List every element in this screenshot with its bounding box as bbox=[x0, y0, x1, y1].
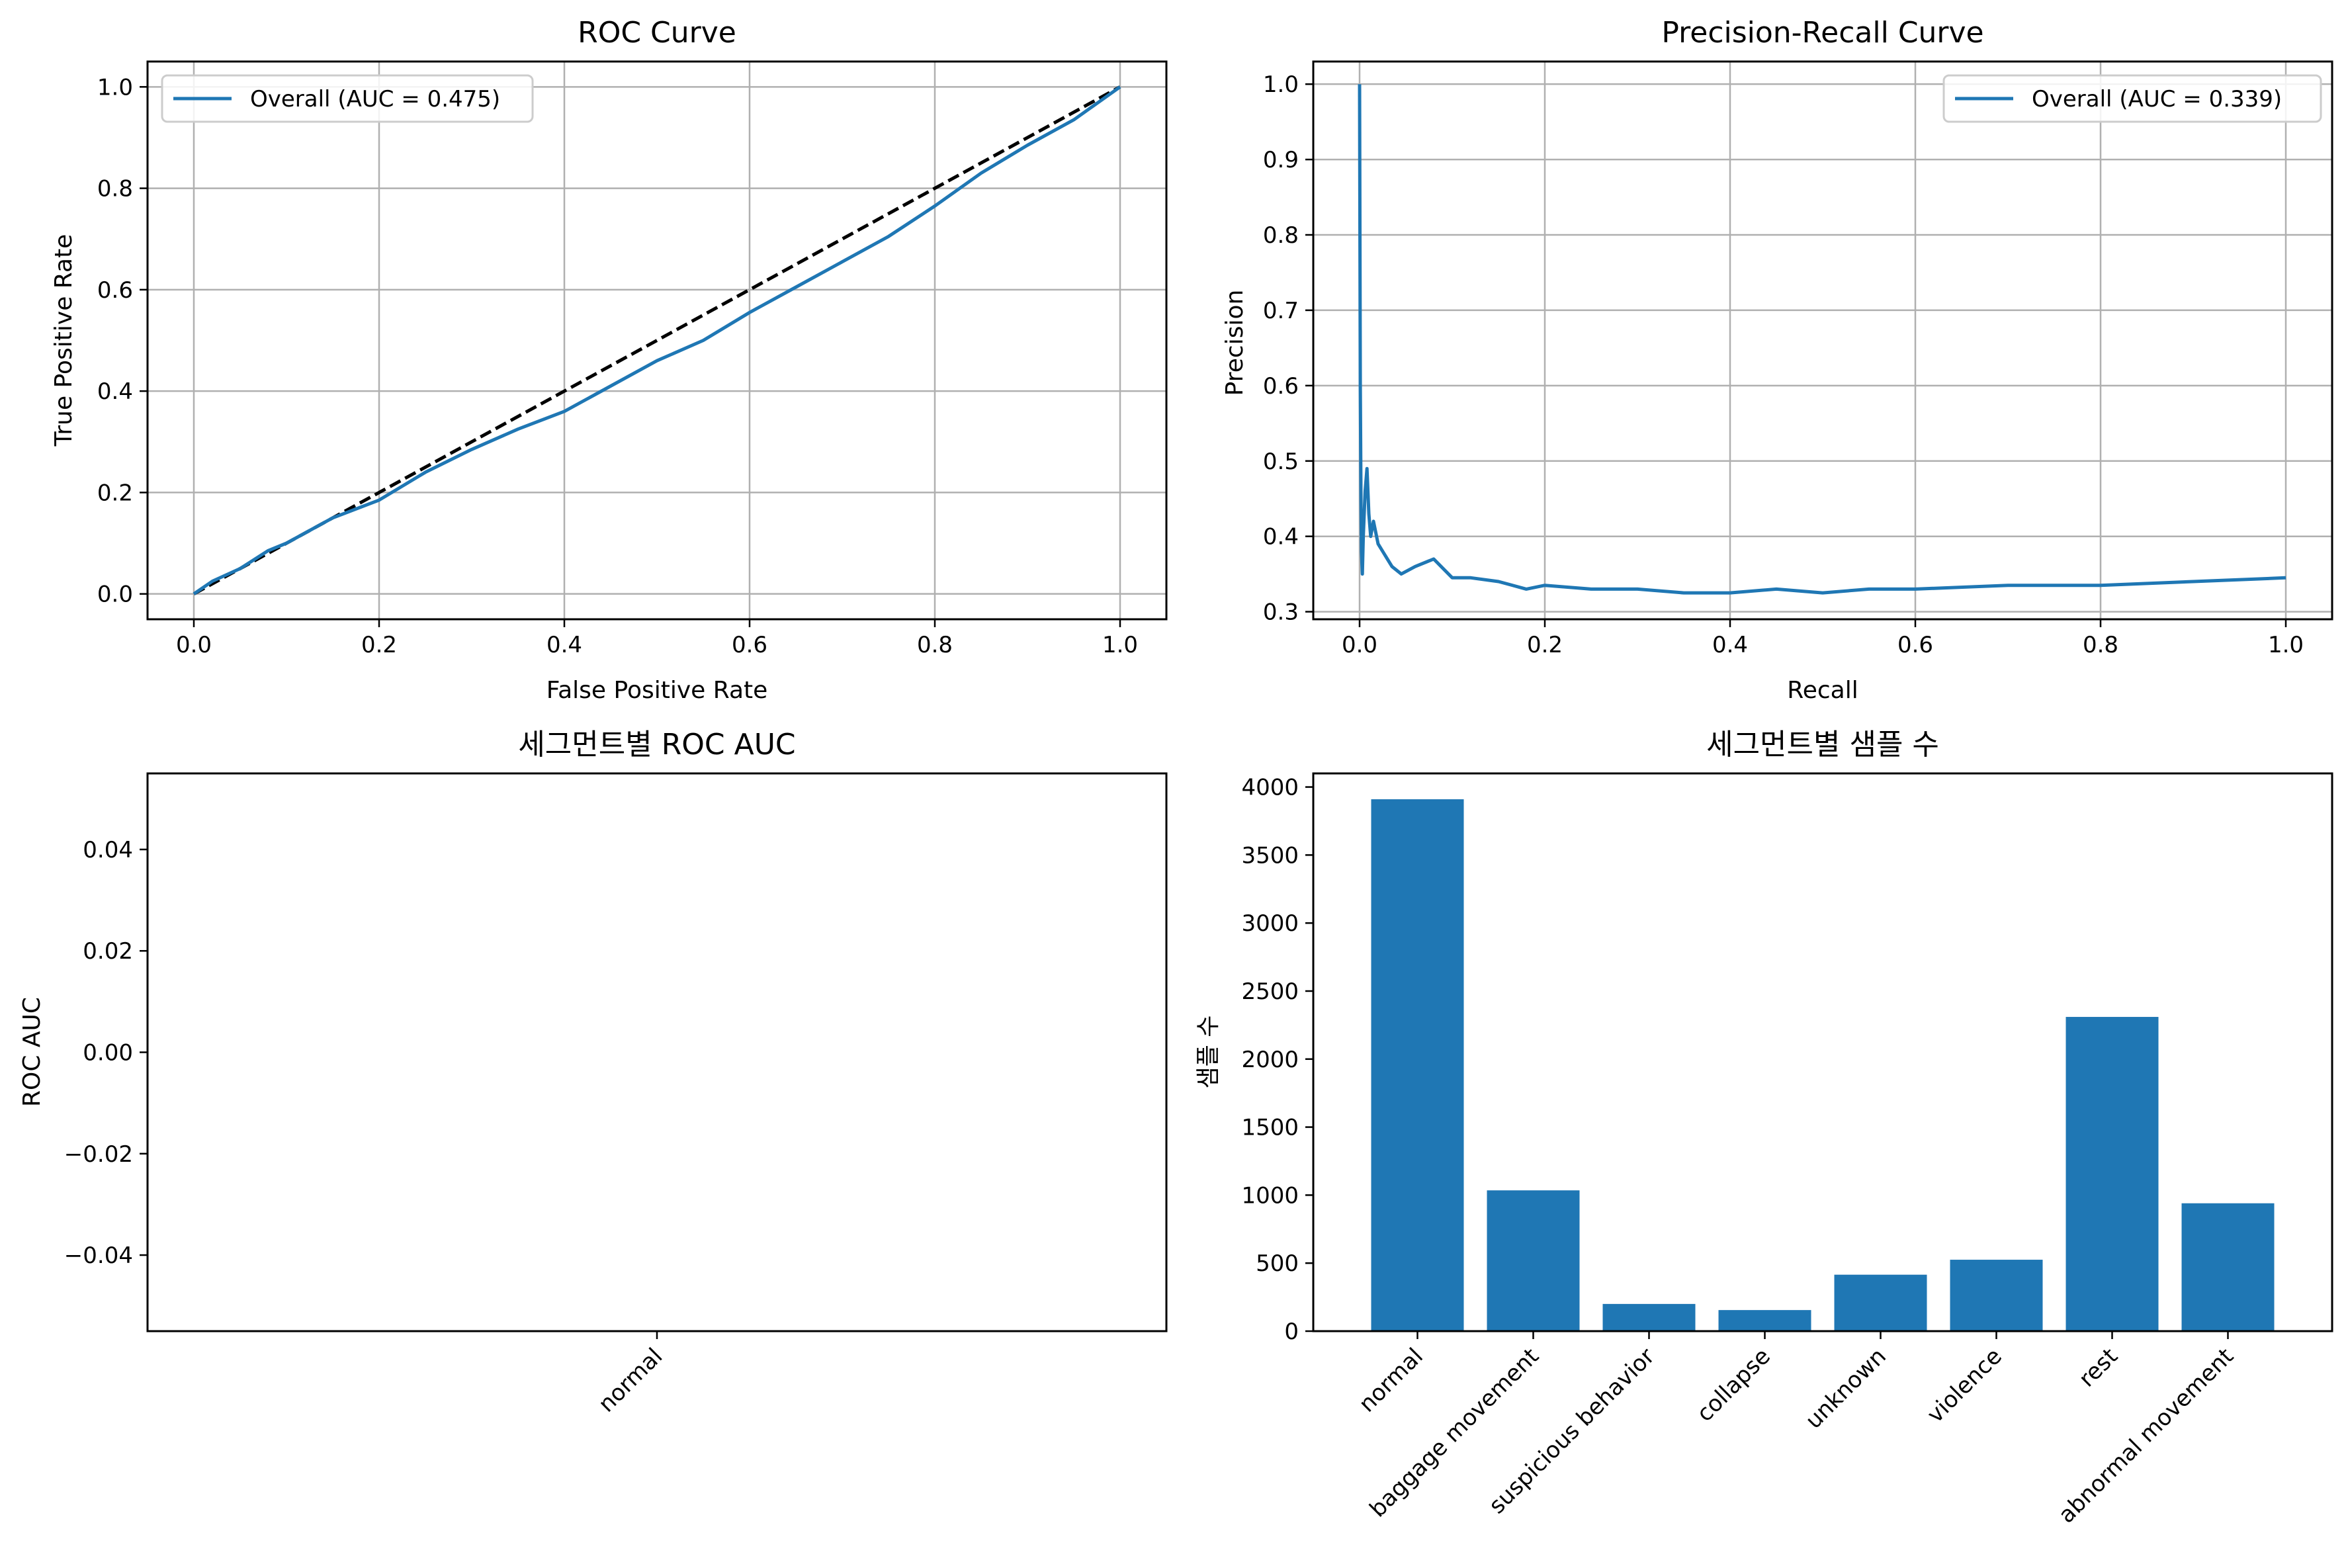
pr-y-tick-label: 0.5 bbox=[1263, 449, 1299, 475]
segment-count-y-tick-label: 0 bbox=[1284, 1319, 1299, 1345]
pr-y-tick-label: 1.0 bbox=[1263, 71, 1299, 98]
segment-count-bar bbox=[1371, 799, 1464, 1331]
pr-title: Precision-Recall Curve bbox=[1661, 16, 1983, 50]
segment-count-bar bbox=[1602, 1303, 1696, 1331]
segment-auc-x-tick-label: normal bbox=[593, 1343, 668, 1418]
segment-auc-plot-frame bbox=[146, 772, 1168, 1332]
roc-x-ticks: 0.0 0.2 0.4 0.6 0.8 1.0 bbox=[176, 619, 1138, 658]
pr-y-axis-label: Precision bbox=[1221, 290, 1248, 396]
roc-x-tick-label: 0.6 bbox=[732, 632, 767, 658]
roc-title: ROC Curve bbox=[578, 16, 736, 50]
roc-panel: ROC Curve 0.0 0.2 0.4 0.6 0.8 1.0 0.00.20.40.… bbox=[50, 16, 1168, 704]
pr-y-tick-label: 0.6 bbox=[1263, 373, 1299, 400]
pr-curve-line bbox=[1358, 84, 2286, 595]
segment-count-y-tick-label: 1500 bbox=[1241, 1115, 1299, 1141]
pr-x-tick-label: 0.8 bbox=[2083, 632, 2118, 658]
roc-y-tick-label: 0.8 bbox=[97, 176, 133, 202]
roc-legend-label: Overall (AUC = 0.475) bbox=[250, 86, 500, 112]
pr-legend-box bbox=[1942, 74, 2322, 123]
segment-count-y-ticks: 0 500 1000 1500 2000 2500 3000 3500 4000 bbox=[1241, 775, 1313, 1345]
segment-count-y-tick-label: 4000 bbox=[1241, 775, 1299, 801]
segment-auc-title: 세그먼트별 ROC AUC bbox=[518, 728, 795, 762]
pr-x-tick-label: 0.0 bbox=[1342, 632, 1377, 658]
pr-x-tick-label: 0.2 bbox=[1527, 632, 1563, 658]
segment-auc-x-ticks: normal bbox=[593, 1331, 668, 1418]
segment-count-bar bbox=[2065, 1017, 2159, 1331]
pr-x-tick-label: 0.6 bbox=[1897, 632, 1933, 658]
segment-count-x-tick-label: violence bbox=[1922, 1343, 2007, 1428]
pr-legend-label: Overall (AUC = 0.339) bbox=[2032, 86, 2282, 112]
pr-panel: Precision-Recall Curve 0.0 0.2 0.4 0.6 0.8 1.… bbox=[1221, 16, 2333, 704]
pr-y-tick-label: 0.9 bbox=[1263, 147, 1299, 173]
segment-count-bar bbox=[1487, 1190, 1580, 1331]
segment-auc-y-tick-label: 0.04 bbox=[83, 837, 133, 863]
segment-auc-y-tick-label: −0.04 bbox=[64, 1242, 133, 1269]
roc-y-tick-label: 0.2 bbox=[97, 480, 133, 506]
roc-x-tick-label: 0.8 bbox=[917, 632, 953, 658]
segment-count-y-tick-label: 1000 bbox=[1241, 1182, 1299, 1209]
roc-x-tick-label: 1.0 bbox=[1102, 632, 1138, 658]
segment-count-y-tick-label: 2500 bbox=[1241, 979, 1299, 1005]
roc-series bbox=[193, 85, 1121, 595]
segment-auc-y-tick-label: 0.00 bbox=[83, 1040, 133, 1067]
segment-auc-panel: 세그먼트별 ROC AUC normal −0.04 −0.02 0.00 0.02 0… bbox=[19, 728, 1168, 1418]
roc-chance-line bbox=[193, 85, 1121, 595]
segment-count-x-tick-label: collapse bbox=[1692, 1343, 1776, 1427]
roc-y-ticks: 0.0 0.2 0.4 0.6 0.8 1.0 bbox=[97, 74, 148, 608]
segment-count-y-tick-label: 2000 bbox=[1241, 1047, 1299, 1073]
roc-curve-line bbox=[193, 85, 1121, 595]
roc-y-tick-label: 0.0 bbox=[97, 582, 133, 608]
roc-y-axis-label: True Positive Rate bbox=[50, 234, 77, 447]
segment-count-y-tick-label: 500 bbox=[1256, 1250, 1299, 1277]
pr-y-tick-label: 0.4 bbox=[1263, 524, 1299, 550]
pr-y-tick-label: 0.7 bbox=[1263, 298, 1299, 324]
segment-count-bars bbox=[1371, 799, 2275, 1331]
pr-x-ticks: 0.0 0.2 0.4 0.6 0.8 1.0 bbox=[1342, 619, 2304, 658]
pr-series bbox=[1358, 84, 2286, 595]
segment-count-y-axis-label: 샘플 수 bbox=[1195, 1016, 1222, 1089]
roc-x-tick-label: 0.4 bbox=[546, 632, 582, 658]
roc-y-tick-label: 0.6 bbox=[97, 277, 133, 304]
segment-count-x-tick-label: unknown bbox=[1800, 1343, 1891, 1434]
segment-count-bar bbox=[1834, 1274, 1927, 1331]
segment-auc-y-tick-label: 0.02 bbox=[83, 938, 133, 965]
segment-count-plot-frame bbox=[1312, 772, 2333, 1332]
pr-x-tick-label: 0.4 bbox=[1712, 632, 1748, 658]
roc-legend: Overall (AUC = 0.475) bbox=[161, 74, 534, 123]
segment-count-title: 세그먼트별 샘플 수 bbox=[1706, 728, 1939, 762]
pr-grid bbox=[1313, 62, 2332, 619]
pr-x-tick-label: 1.0 bbox=[2268, 632, 2304, 658]
segment-count-x-tick-label: rest bbox=[2073, 1343, 2122, 1392]
roc-y-tick-label: 1.0 bbox=[97, 74, 133, 101]
roc-x-tick-label: 0.0 bbox=[176, 632, 212, 658]
pr-y-tick-label: 0.3 bbox=[1263, 599, 1299, 626]
roc-y-tick-label: 0.4 bbox=[97, 378, 133, 405]
segment-auc-y-tick-label: −0.02 bbox=[64, 1141, 133, 1168]
segment-count-y-tick-label: 3500 bbox=[1241, 842, 1299, 869]
pr-legend: Overall (AUC = 0.339) bbox=[1942, 74, 2322, 123]
pr-y-ticks: 0.3 0.4 0.5 0.6 0.7 0.8 0.9 1.0 bbox=[1263, 71, 1313, 626]
segment-auc-y-ticks: −0.04 −0.02 0.00 0.02 0.04 bbox=[64, 837, 148, 1269]
pr-plot-frame bbox=[1312, 60, 2333, 621]
segment-auc-y-axis-label: ROC AUC bbox=[19, 997, 46, 1107]
roc-x-axis-label: False Positive Rate bbox=[546, 677, 768, 704]
roc-legend-box bbox=[161, 74, 534, 123]
pr-x-axis-label: Recall bbox=[1787, 677, 1858, 704]
segment-count-bar bbox=[1950, 1260, 2043, 1331]
roc-x-tick-label: 0.2 bbox=[361, 632, 397, 658]
roc-plot-frame bbox=[146, 60, 1168, 621]
segment-count-y-tick-label: 3000 bbox=[1241, 910, 1299, 937]
segment-count-bar bbox=[2181, 1203, 2275, 1331]
segment-count-bar bbox=[1718, 1310, 1811, 1331]
pr-y-tick-label: 0.8 bbox=[1263, 222, 1299, 249]
segment-count-x-tick-label: normal bbox=[1354, 1343, 1428, 1418]
